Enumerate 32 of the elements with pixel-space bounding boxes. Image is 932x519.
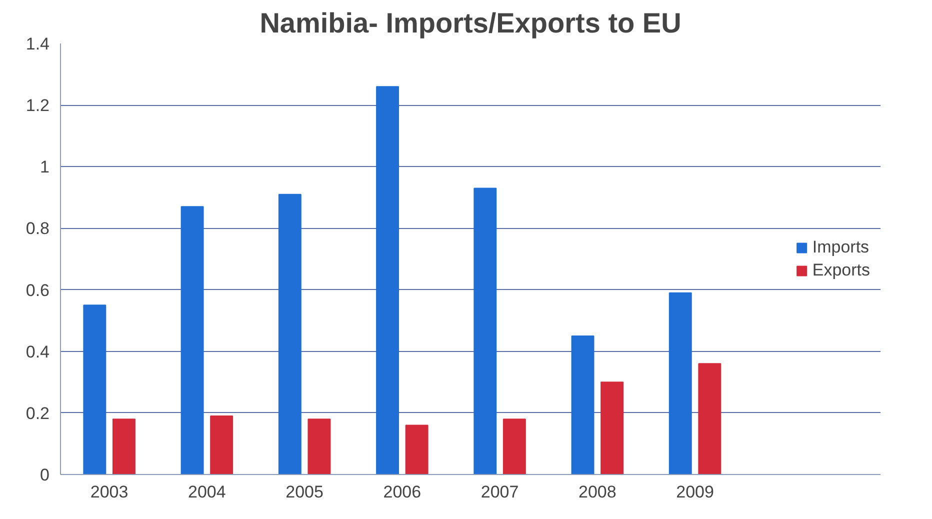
bar xyxy=(405,424,428,474)
x-tick-label: 2008 xyxy=(578,482,616,502)
y-tick-label: 1.2 xyxy=(26,96,50,116)
x-tick-label: 2007 xyxy=(480,482,519,502)
bar xyxy=(308,418,331,474)
chart-title: Namibia- Imports/Exports to EU xyxy=(260,8,682,38)
legend-label: Exports xyxy=(812,260,870,280)
bar xyxy=(83,304,106,474)
x-tick-label: 2009 xyxy=(676,482,714,502)
x-tick-label: 2004 xyxy=(188,482,226,502)
y-tick-label: 0.6 xyxy=(26,280,50,300)
x-tick-label: 2003 xyxy=(90,482,128,502)
y-tick-label: 1.4 xyxy=(26,34,50,54)
x-tick-label: 2006 xyxy=(383,482,422,502)
bar xyxy=(668,292,692,474)
y-tick-label: 0.4 xyxy=(26,342,50,362)
legend-label: Imports xyxy=(812,237,870,257)
bar xyxy=(600,382,624,474)
bar xyxy=(278,194,302,474)
bar xyxy=(571,335,594,474)
bar xyxy=(376,86,400,474)
y-tick-label: 0.2 xyxy=(26,404,50,423)
bar xyxy=(502,418,526,474)
bar xyxy=(112,418,136,474)
bar xyxy=(210,416,234,474)
bar xyxy=(698,363,722,474)
bar xyxy=(180,206,204,474)
y-tick-label: 1 xyxy=(40,158,50,177)
bar xyxy=(474,188,497,474)
x-tick-label: 2005 xyxy=(286,482,324,502)
y-tick-label: 0.8 xyxy=(26,219,50,238)
y-tick-label: 0 xyxy=(40,466,50,484)
